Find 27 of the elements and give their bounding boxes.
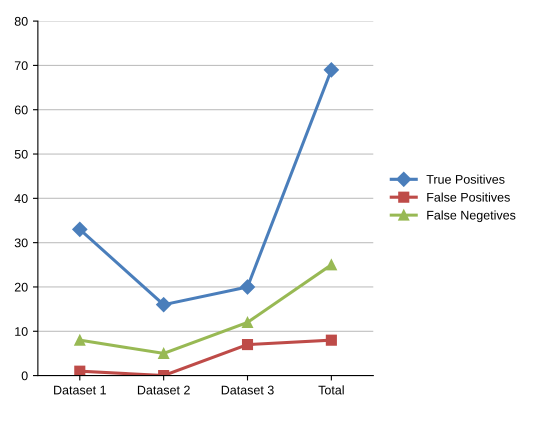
- x-tick-label: Total: [318, 385, 344, 394]
- legend-label: False Positives: [427, 192, 510, 202]
- y-tick-label: 50: [14, 150, 28, 159]
- x-tick-label: Dataset 1: [54, 386, 106, 394]
- point: [74, 366, 86, 376]
- y-tick-label: 20: [14, 282, 28, 292]
- point: [326, 334, 337, 346]
- y-tick-label: 10: [15, 327, 28, 336]
- x-tick-label: Dataset 3: [222, 386, 274, 394]
- legend-label: False Negetives: [427, 210, 516, 222]
- point: [242, 339, 254, 350]
- y-tick-label: 80: [14, 16, 28, 26]
- point: [240, 279, 256, 295]
- y-tick-label: 0: [22, 371, 28, 380]
- point: [324, 62, 339, 78]
- y-tick-label: 30: [14, 238, 28, 248]
- x-tick-label: Dataset 2: [138, 386, 190, 394]
- point: [156, 297, 172, 312]
- point: [74, 334, 86, 346]
- point: [158, 348, 170, 359]
- legend-label: True Positives: [426, 174, 505, 184]
- point: [242, 316, 254, 328]
- point: [72, 222, 88, 237]
- y-tick-label: 40: [14, 194, 28, 203]
- y-tick-label: 70: [14, 61, 28, 70]
- y-tick-label: 60: [14, 106, 28, 114]
- point: [326, 259, 337, 270]
